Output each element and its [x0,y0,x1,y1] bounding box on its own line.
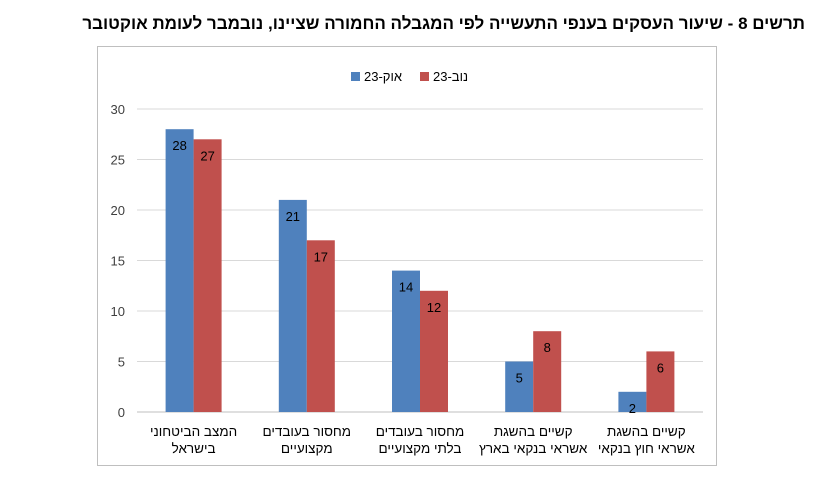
category-label: מחסור בעובדים [262,424,351,439]
bar-nov-3 [533,331,562,412]
data-label: 5 [516,371,523,386]
y-tick-label: 5 [118,355,125,370]
data-label: 21 [286,209,300,224]
data-label: 27 [200,148,214,163]
category-label: אשראי בנקאי בארץ [479,441,588,456]
bar-oct-3 [505,361,534,412]
legend-label: אוק-23 [364,69,402,84]
legend-swatch [420,72,429,81]
data-label: 28 [172,138,186,153]
legend-label: נוב-23 [433,69,468,84]
category-label: אשראי חוץ בנקאי [598,441,695,456]
bar-nov-0 [193,139,222,413]
bar-nov-4 [646,351,675,412]
category-label: קשיים בהשגת [607,424,686,439]
category-label: מקצועיים [281,441,333,456]
category-label: קשיים בהשגת [494,424,573,439]
y-tick-label: 0 [118,405,125,420]
bar-oct-4 [618,391,647,412]
category-label: המצב הביטחוני [150,424,237,439]
bar-oct-2 [392,270,420,412]
bar-nov-1 [306,240,335,412]
bar-oct-0 [165,129,194,412]
category-label: בלתי מקצועיים [379,441,462,456]
category-label: מחסור בעובדים [376,424,465,439]
data-label: 14 [399,280,413,295]
chart-title: תרשים 8 - שיעור העסקים בענפי התעשייה לפי… [82,14,805,33]
data-label: 12 [427,300,441,315]
bar-nov-2 [420,290,448,412]
y-tick-label: 25 [111,153,125,168]
data-label: 17 [314,249,328,264]
y-tick-label: 30 [111,102,125,117]
bar-oct-1 [278,199,307,412]
data-label: 2 [629,401,636,416]
y-tick-label: 10 [111,304,125,319]
y-tick-label: 20 [111,203,125,218]
y-tick-label: 15 [111,254,125,269]
data-label: 6 [657,360,664,375]
data-label: 8 [544,340,551,355]
category-label: בישראל [172,441,216,456]
legend-swatch [351,72,360,81]
